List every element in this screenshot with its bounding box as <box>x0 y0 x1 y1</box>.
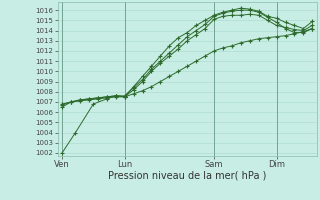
X-axis label: Pression niveau de la mer( hPa ): Pression niveau de la mer( hPa ) <box>108 171 266 181</box>
